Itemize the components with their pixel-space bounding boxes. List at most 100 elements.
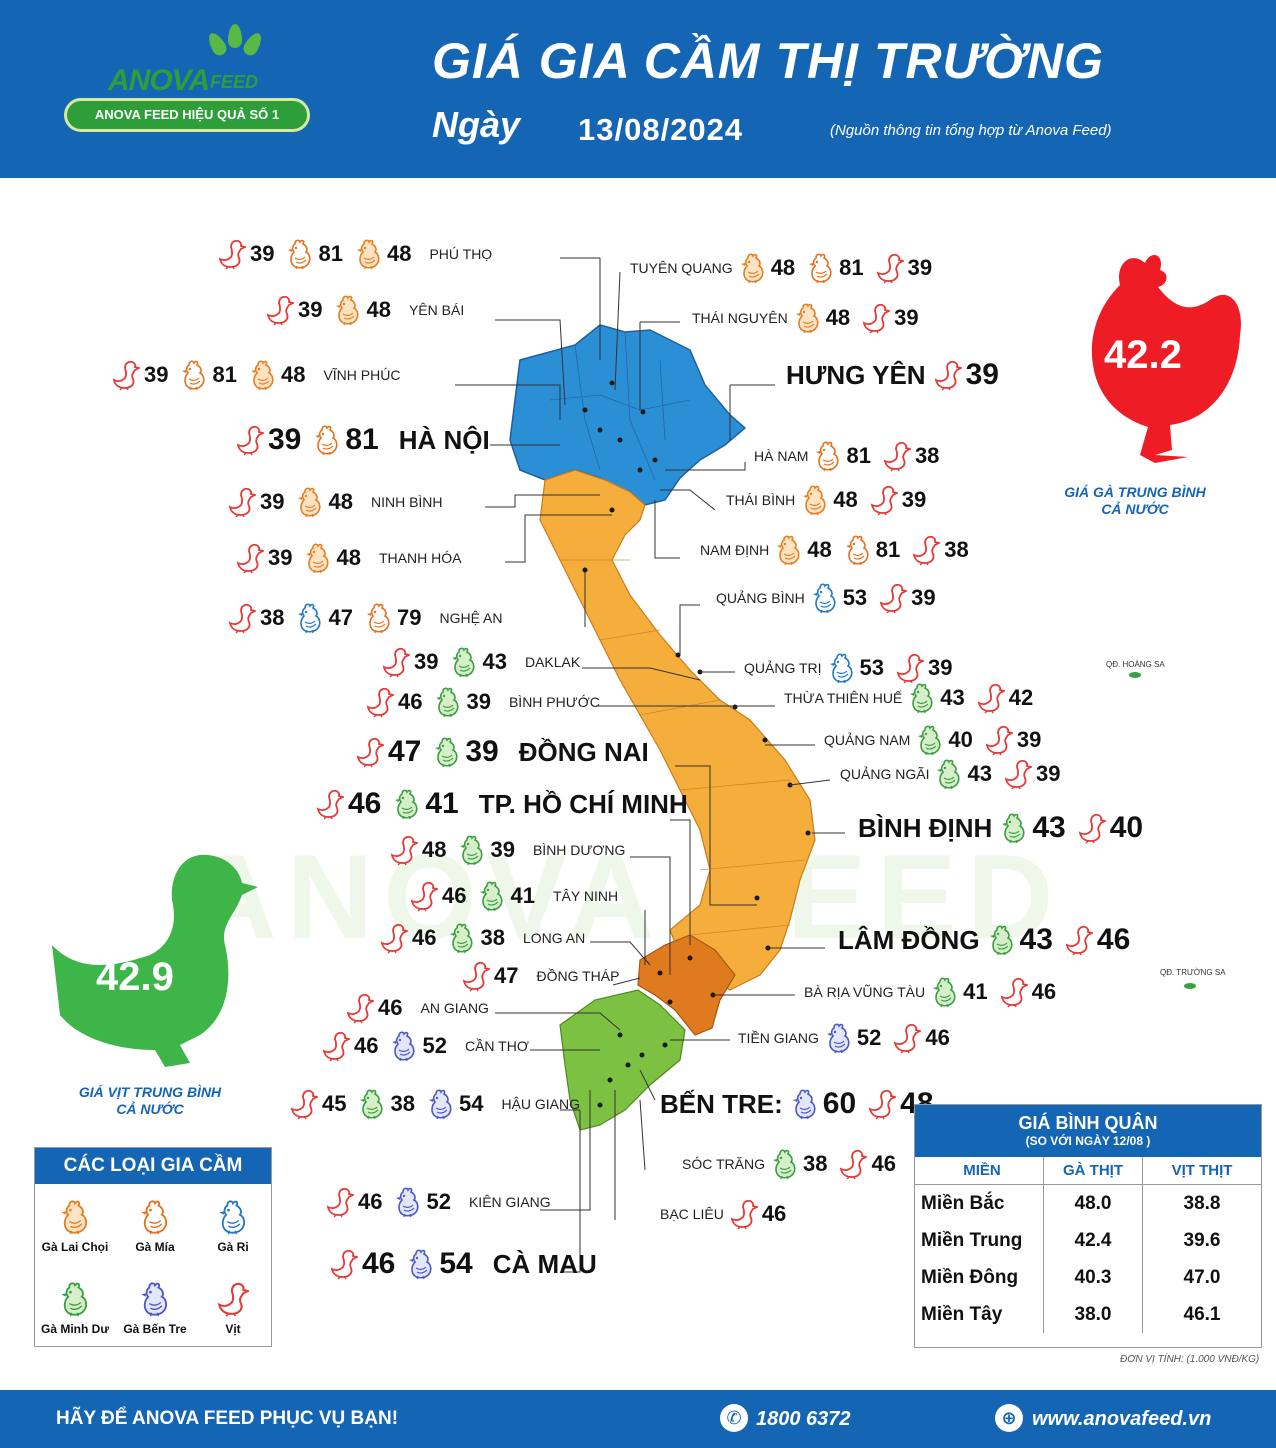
price-item: 48 (739, 252, 801, 284)
price-items: 40 39 (916, 724, 1053, 756)
col-header-chicken: GÀ THỊT (1043, 1157, 1143, 1184)
footer-phone[interactable]: 1800 6372 (756, 1408, 851, 1430)
price-items: 43 46 (988, 923, 1143, 957)
price-item: 41 (478, 880, 540, 912)
price-items: 53 39 (828, 652, 965, 684)
province-row: 39 81 HÀ NỘI (236, 422, 498, 458)
vit-icon (876, 252, 906, 284)
price-value: 81 (839, 255, 864, 280)
price-item: 46 (410, 880, 472, 912)
vit-icon (1000, 976, 1030, 1008)
price-items: 52 46 (825, 1022, 962, 1054)
vit-icon (862, 302, 892, 334)
province-row: 46 41 TP. HỒ CHÍ MINH (316, 786, 696, 822)
price-item: 79 (365, 602, 427, 634)
anova-feed-logo[interactable]: ANOVA FEED ANOVA FEED HIỆU QUẢ SỐ 1 (60, 24, 310, 140)
province-name: TUYÊN QUANG (630, 260, 733, 276)
vit-icon (977, 682, 1007, 714)
price-value: 48 (833, 487, 858, 512)
price-item: 43 (988, 923, 1059, 957)
price-value: 41 (510, 883, 535, 908)
price-value: 42 (1008, 685, 1034, 710)
price-items: 48 39 (390, 834, 527, 866)
province-row: 46 52 CẦN THƠ (322, 1028, 535, 1064)
price-value: 60 (822, 1087, 857, 1120)
province-row: 45 38 54 HẬU GIANG (290, 1086, 586, 1122)
price-items: 46 41 (316, 787, 471, 821)
vietnam-price-map: ANOVA FEED (0, 178, 1276, 1388)
ga-lai-choi-icon (249, 359, 277, 391)
vit-icon (290, 1088, 320, 1120)
duck-price: 46.1 (1183, 1304, 1221, 1325)
ga-minh-du-icon (771, 1148, 799, 1180)
price-item: 48 (334, 294, 396, 326)
price-value: 48 (280, 362, 306, 387)
price-value: 39 (490, 837, 515, 862)
ga-lai-choi-icon (801, 484, 829, 516)
price-value: 53 (859, 655, 885, 680)
region-name: Miền Bắc (921, 1193, 1005, 1214)
vit-icon (382, 646, 412, 678)
province-name: HÀ NAM (754, 448, 809, 464)
province-row: BÀ RỊA VŨNG TÀU 41 46 (798, 974, 1068, 1010)
price-value: 46 (925, 1025, 950, 1050)
price-value: 47 (388, 735, 422, 768)
price-item: 43 (935, 758, 997, 790)
poultry-legend: CÁC LOẠI GIA CẦM Gà Lai Chọi Gà Mía Gà R… (34, 1147, 272, 1347)
avg-chicken-caption: GIÁ GÀ TRUNG BÌNH CẢ NƯỚC (1040, 484, 1230, 518)
price-value: 48 (807, 537, 832, 562)
province-name: BẠC LIÊU (660, 1206, 724, 1222)
north-region (509, 324, 747, 506)
price-items: 47 39 (356, 735, 511, 769)
chicken-price: 40.3 (1043, 1259, 1143, 1296)
ga-minh-du-icon (450, 646, 478, 678)
price-items: 46 52 (326, 1186, 463, 1218)
price-item: 39 (985, 724, 1047, 756)
province-row: 39 48 NINH BÌNH (228, 484, 449, 520)
province-name: NAM ĐỊNH (700, 542, 770, 558)
ga-ri-icon (828, 652, 856, 684)
price-items: 46 38 (380, 922, 517, 954)
vit-icon (326, 1186, 356, 1218)
price-item: 52 (825, 1022, 887, 1054)
province-name: QUẢNG BÌNH (716, 590, 805, 606)
ga-mia-icon (313, 424, 341, 456)
table-row: Miền Trung 42.4 39.6 (915, 1222, 1261, 1259)
price-value: 39 (144, 362, 169, 387)
price-value: 43 (1019, 923, 1053, 956)
price-value: 54 (439, 1247, 473, 1280)
province-name: NINH BÌNH (370, 494, 443, 510)
province-row: LÂM ĐỒNG 43 46 (830, 922, 1142, 958)
legend-label: Gà Mía (135, 1240, 175, 1254)
vit-icon (462, 960, 492, 992)
ga-ben-tre-icon (394, 1186, 422, 1218)
price-items: 46 (346, 992, 414, 1024)
price-value: 54 (458, 1091, 484, 1116)
price-items: 39 81 (236, 423, 391, 457)
ga-lai-choi-icon (794, 302, 822, 334)
price-items: 46 52 (322, 1030, 459, 1062)
province-name: THÁI NGUYÊN (692, 310, 788, 326)
price-value: 39 (268, 545, 293, 570)
price-item: 60 (791, 1087, 862, 1121)
price-value: 46 (1096, 923, 1131, 956)
price-items: 53 39 (811, 582, 948, 614)
ga-lai-choi-icon (59, 1198, 91, 1236)
ga-mia-icon (286, 238, 314, 270)
price-item: 52 (390, 1030, 452, 1062)
price-value: 39 (911, 585, 936, 610)
price-value: 52 (426, 1189, 451, 1214)
price-items: 45 38 54 (290, 1088, 495, 1120)
price-value: 39 (250, 241, 275, 266)
legend-label: Gà Minh Dư (40, 1322, 110, 1336)
province-name: KIÊN GIANG (468, 1194, 551, 1210)
price-item: 39 (266, 294, 328, 326)
price-item: 39 (382, 646, 444, 678)
price-items: 46 41 (410, 880, 547, 912)
price-value: 46 (1031, 979, 1057, 1004)
footer-website[interactable]: www.anovafeed.vn (1032, 1408, 1212, 1430)
price-value: 53 (842, 585, 868, 610)
price-items: 43 42 (908, 682, 1045, 714)
province-row: BẾN TRE: 6048 (652, 1086, 946, 1122)
ga-minh-du-icon (478, 880, 506, 912)
